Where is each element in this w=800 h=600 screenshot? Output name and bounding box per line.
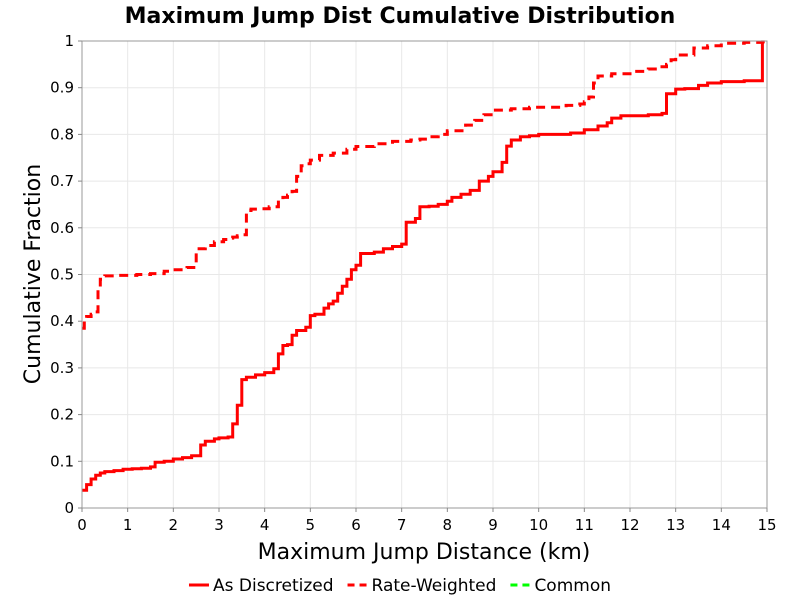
- grid: [81, 40, 768, 509]
- x-tick-label: 2: [169, 516, 179, 534]
- x-tick-label: 8: [443, 516, 453, 534]
- x-tick-label: 15: [757, 516, 776, 534]
- y-tick-label: 0: [64, 499, 74, 517]
- x-tick-label: 12: [620, 516, 639, 534]
- x-tick-label: 9: [488, 516, 498, 534]
- x-tick-label: 14: [712, 516, 731, 534]
- x-tick-label: 3: [214, 516, 224, 534]
- y-tick-label: 0.5: [50, 266, 74, 284]
- x-tick-label: 0: [77, 516, 87, 534]
- x-axis: 0 1 2 3 4 5 6 7 8 9 10 11 12 13 14 15: [77, 508, 777, 534]
- x-tick-label: 13: [666, 516, 685, 534]
- y-axis-title: Cumulative Fraction: [21, 164, 46, 384]
- legend-label: Common: [534, 576, 611, 596]
- x-tick-label: 4: [260, 516, 270, 534]
- series-group: [82, 40, 769, 492]
- x-tick-label: 5: [306, 516, 316, 534]
- x-tick-label: 1: [123, 516, 133, 534]
- legend: As Discretized Rate-Weighted Common: [188, 576, 611, 596]
- legend-label: Rate-Weighted: [372, 576, 497, 596]
- y-tick-label: 0.3: [50, 359, 74, 377]
- y-tick-label: 1: [64, 32, 74, 50]
- x-axis-title: Maximum Jump Distance (km): [258, 540, 591, 565]
- y-axis: 0 0.1 0.2 0.3 0.4 0.5 0.6 0.7 0.8 0.9 1: [50, 32, 82, 517]
- x-tick-label: 6: [351, 516, 361, 534]
- series-line-as-discretized: [82, 41, 764, 492]
- y-tick-label: 0.2: [50, 406, 74, 424]
- chart-title: Maximum Jump Dist Cumulative Distributio…: [125, 4, 676, 29]
- y-tick-label: 0.4: [50, 312, 74, 330]
- y-tick-label: 0.6: [50, 219, 74, 237]
- x-tick-label: 10: [529, 516, 548, 534]
- y-tick-label: 0.9: [50, 79, 74, 97]
- y-tick-label: 0.1: [50, 452, 74, 470]
- x-tick-label: 7: [397, 516, 407, 534]
- y-tick-label: 0.7: [50, 172, 74, 190]
- legend-label: As Discretized: [213, 576, 334, 596]
- y-tick-label: 0.8: [50, 125, 74, 143]
- x-tick-label: 11: [575, 516, 594, 534]
